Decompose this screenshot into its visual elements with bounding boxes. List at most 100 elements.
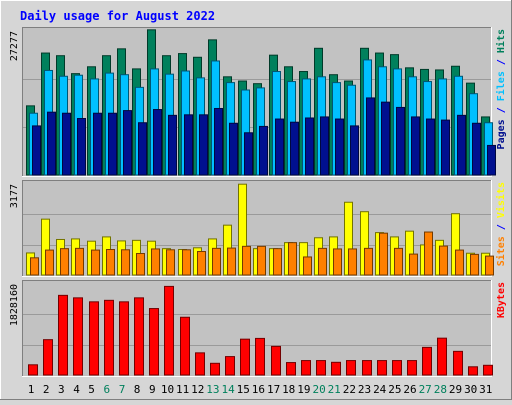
legend-visits: Visits [495, 182, 507, 218]
bar-pages-day-4 [77, 118, 86, 176]
bar-sites-day-28 [439, 245, 448, 276]
bar-pages-day-16 [259, 125, 268, 176]
x-tick-label-day-6: 6 [103, 383, 110, 396]
bar-kbytes-day-17 [271, 345, 281, 376]
x-tick-label-day-5: 5 [88, 383, 95, 396]
x-tick-label-day-18: 18 [282, 383, 295, 396]
series-pages [32, 97, 496, 176]
panel-sites-visits: 3177 Sites / Visits [9, 180, 507, 277]
bar-pages-day-31 [487, 144, 496, 176]
bar-pages-day-10 [168, 114, 177, 176]
bar-sites-day-14 [227, 247, 236, 276]
x-tick-label-day-29: 29 [449, 383, 462, 396]
bar-sites-day-20 [318, 247, 327, 276]
bar-sites-day-21 [333, 248, 342, 276]
bar-kbytes-day-7 [119, 301, 129, 376]
bar-kbytes-day-24 [377, 360, 387, 376]
bar-kbytes-day-6 [104, 299, 114, 376]
series-legend-label: Pages / Files / Hits [495, 29, 507, 149]
legend-hits: Hits [495, 29, 507, 53]
x-tick-label-day-21: 21 [328, 383, 341, 396]
bar-kbytes-day-25 [392, 360, 402, 376]
bar-kbytes-day-18 [286, 362, 296, 376]
bar-sites-day-19 [303, 256, 312, 276]
bar-sites-day-7 [121, 249, 130, 276]
bar-pages-day-14 [229, 122, 238, 176]
bar-sites-day-4 [75, 247, 84, 276]
bar-pages-day-21 [335, 118, 344, 176]
series-sites [30, 231, 494, 276]
x-tick-label-day-25: 25 [388, 383, 401, 396]
x-tick-label-day-11: 11 [176, 383, 189, 396]
bar-pages-day-12 [199, 114, 208, 176]
legend-pages: Pages [496, 119, 507, 149]
bar-sites-day-2 [45, 249, 54, 276]
legend-separator: / [496, 101, 507, 119]
x-tick-label-day-24: 24 [373, 383, 387, 396]
bar-sites-day-17 [273, 248, 282, 276]
bar-sites-day-5 [91, 249, 100, 276]
bar-sites-day-26 [409, 253, 418, 276]
bar-pages-day-20 [320, 116, 329, 176]
bar-sites-day-11 [182, 249, 191, 276]
bar-pages-day-1 [32, 125, 41, 176]
bar-sites-day-18 [288, 242, 297, 276]
panel-kbytes: 1828160 KBytes [9, 280, 507, 377]
bar-pages-day-2 [47, 111, 56, 176]
bar-kbytes-day-19 [301, 360, 311, 376]
x-tick-label-day-3: 3 [58, 383, 65, 396]
bar-pages-day-29 [457, 114, 466, 176]
chart-title: Daily usage for August 2022 [20, 9, 215, 23]
x-tick-label-day-22: 22 [343, 383, 356, 396]
bar-sites-day-24 [379, 232, 388, 276]
bar-sites-day-8 [136, 253, 145, 276]
bar-kbytes-day-26 [407, 360, 417, 376]
bar-kbytes-day-3 [58, 294, 68, 376]
bar-pages-day-27 [426, 118, 435, 176]
x-tick-label-day-14: 14 [221, 383, 235, 396]
bar-pages-day-25 [396, 106, 405, 176]
bar-sites-day-25 [394, 247, 403, 276]
bar-sites-day-10 [166, 249, 175, 276]
x-tick-label-day-23: 23 [358, 383, 371, 396]
bar-sites-day-13 [212, 247, 221, 276]
bar-pages-day-24 [381, 101, 390, 176]
bar-sites-day-3 [60, 248, 69, 276]
y-axis-max-label: 1828160 [9, 284, 20, 326]
bar-pages-day-15 [244, 132, 253, 176]
bar-kbytes-day-30 [468, 366, 478, 376]
bar-kbytes-day-8 [134, 297, 144, 376]
bar-sites-day-30 [470, 253, 479, 276]
x-tick-label-day-13: 13 [206, 383, 219, 396]
bar-pages-day-23 [366, 97, 375, 176]
legend-separator: / [496, 53, 507, 71]
x-tick-label-day-15: 15 [237, 383, 250, 396]
y-axis-max-label: 3177 [9, 184, 20, 208]
x-tick-label-day-26: 26 [403, 383, 416, 396]
x-tick-label-day-16: 16 [252, 383, 265, 396]
series-legend-label: Sites / Visits [495, 182, 507, 266]
bar-sites-day-23 [364, 247, 373, 276]
x-tick-label-day-1: 1 [28, 383, 35, 396]
bar-kbytes-day-16 [255, 337, 265, 376]
panel-hits-files-pages: 27277 Pages / Files / Hits [9, 27, 507, 177]
bar-sites-day-9 [151, 248, 160, 276]
x-tick-label-day-10: 10 [161, 383, 174, 396]
x-tick-label-day-20: 20 [312, 383, 325, 396]
x-tick-label-day-31: 31 [479, 383, 492, 396]
bar-kbytes-day-11 [180, 316, 190, 376]
bar-sites-day-31 [485, 255, 494, 276]
bar-kbytes-day-13 [210, 362, 220, 376]
bar-pages-day-6 [108, 112, 117, 176]
bar-pages-day-22 [350, 125, 359, 176]
bar-pages-day-8 [138, 122, 147, 176]
bar-kbytes-day-29 [453, 350, 463, 376]
x-tick-label-day-30: 30 [464, 383, 477, 396]
bar-kbytes-day-22 [346, 360, 356, 376]
bar-kbytes-day-4 [73, 297, 83, 376]
bar-sites-day-15 [242, 245, 251, 276]
bar-kbytes-day-2 [43, 339, 53, 376]
legend-sites: Sites [495, 236, 507, 266]
bar-pages-day-13 [214, 107, 223, 176]
x-tick-label-day-2: 2 [43, 383, 50, 396]
